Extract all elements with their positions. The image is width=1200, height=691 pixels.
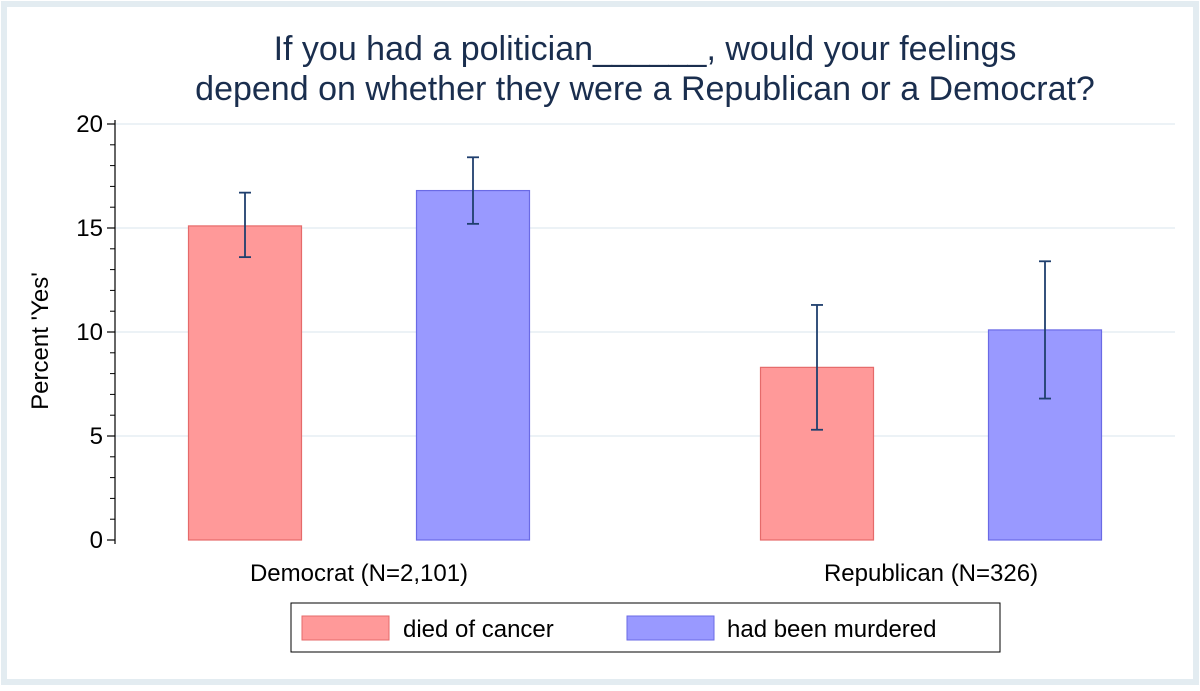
bar-had-been-murdered-0 xyxy=(415,189,531,541)
error-bar-had-been-murdered-0 xyxy=(467,156,479,225)
y-tick-label-0: 0 xyxy=(90,527,103,554)
chart-title-line-1: If you had a politician______, would you… xyxy=(274,30,1017,68)
category-label-0: Democrat (N=2,101) xyxy=(250,560,468,587)
legend-swatch-had-been-murdered xyxy=(626,615,715,641)
error-bar-died-of-cancer-1 xyxy=(811,304,823,431)
y-axis-label: Percent 'Yes' xyxy=(27,272,54,410)
y-tick-label-15: 15 xyxy=(76,215,103,242)
category-label-1: Republican (N=326) xyxy=(824,560,1038,587)
error-bar-had-been-murdered-1 xyxy=(1039,260,1051,400)
legend: died of cancer had been murdered xyxy=(290,602,1001,653)
chart-title-line-2: depend on whether they were a Republican… xyxy=(195,70,1095,108)
legend-label-had-been-murdered: had been murdered xyxy=(727,616,936,643)
bar-died-of-cancer-0 xyxy=(187,225,303,541)
legend-swatch-died-of-cancer xyxy=(301,615,390,641)
y-tick-label-20: 20 xyxy=(76,111,103,138)
bars xyxy=(187,189,1103,541)
y-tick-label-10: 10 xyxy=(76,319,103,346)
y-axis: 0 5 10 15 20 xyxy=(76,111,116,554)
y-tick-label-5: 5 xyxy=(90,423,103,450)
error-bar-died-of-cancer-0 xyxy=(239,191,251,259)
legend-label-died-of-cancer: died of cancer xyxy=(403,616,554,643)
error-bars xyxy=(239,156,1051,431)
category-labels: Democrat (N=2,101) Republican (N=326) xyxy=(250,560,1038,587)
